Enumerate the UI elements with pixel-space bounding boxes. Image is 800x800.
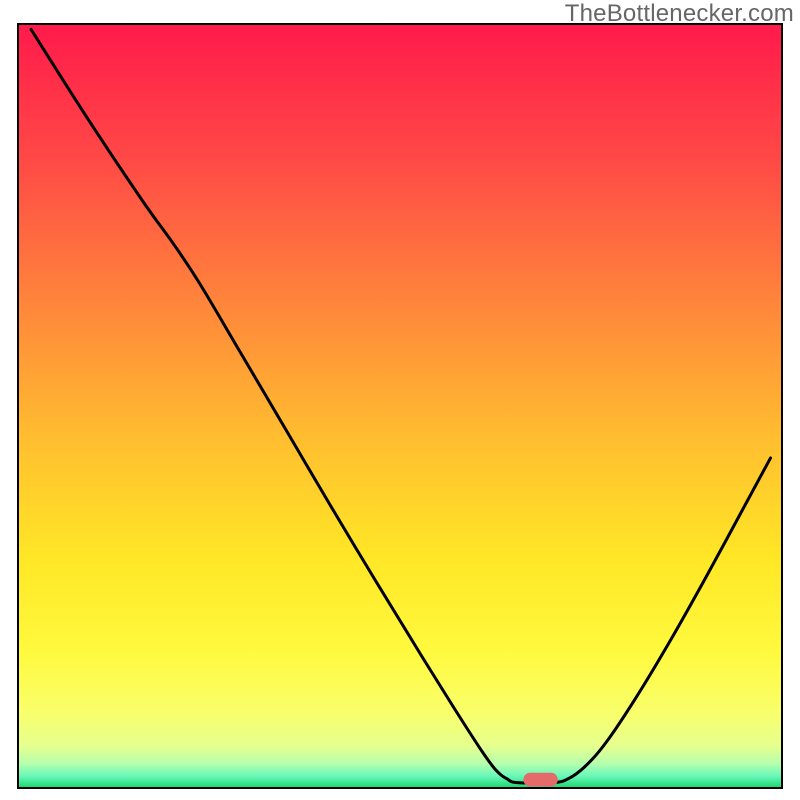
chart-svg <box>0 0 800 800</box>
gradient-background <box>18 24 782 788</box>
bottleneck-chart: TheBottlenecker.com <box>0 0 800 800</box>
watermark-text: TheBottlenecker.com <box>565 0 794 28</box>
optimum-marker <box>523 773 557 787</box>
plot-area <box>18 24 782 788</box>
